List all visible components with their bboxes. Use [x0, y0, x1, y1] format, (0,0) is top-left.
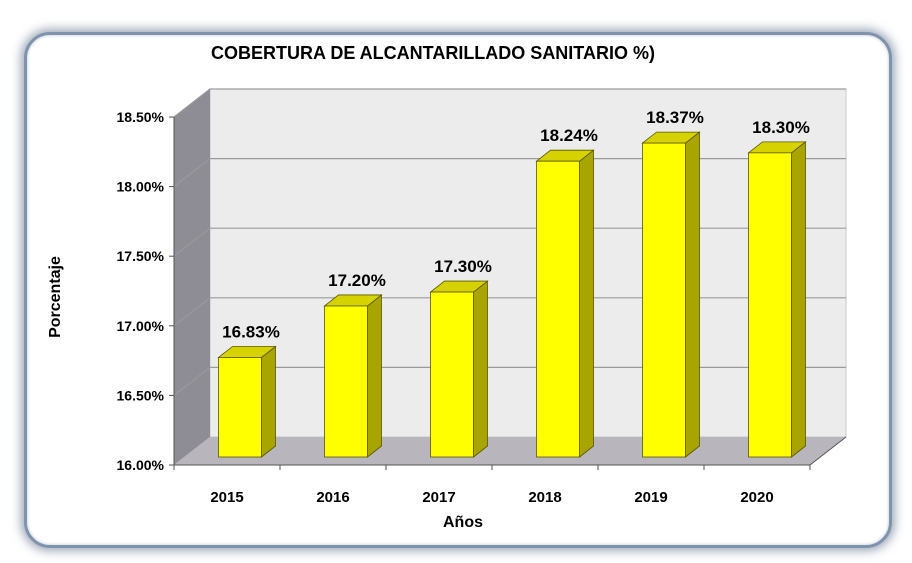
- x-tick-label: 2015: [210, 489, 243, 506]
- x-tick-label: 2016: [316, 489, 349, 506]
- bar: [642, 142, 686, 458]
- data-label: 17.20%: [328, 271, 386, 290]
- gridline: [173, 227, 846, 257]
- x-tick-label: 2020: [740, 489, 773, 506]
- bar-2019: 18.37%: [641, 108, 704, 458]
- gridline: [173, 297, 846, 327]
- data-label: 18.37%: [646, 108, 704, 127]
- x-axis: 2015 2016 2017 2018 2019 2020: [173, 436, 847, 506]
- bar: [218, 357, 262, 458]
- chart-title: COBERTURA DE ALCANTARILLADO SANITARIO %): [211, 43, 655, 63]
- y-tick-label: 16.50%: [117, 387, 165, 403]
- gridline: [173, 366, 846, 396]
- y-axis: 16.00% 16.50% 17.00% 17.50% 18.00% 18.50%: [117, 109, 175, 473]
- data-label: 17.30%: [434, 257, 492, 276]
- y-tick-label: 18.50%: [117, 109, 165, 125]
- x-tick-label: 2019: [634, 489, 667, 506]
- y-axis-label: Porcentaje: [47, 256, 64, 338]
- gridlines: [173, 88, 846, 396]
- bar: [430, 291, 474, 458]
- bar: [324, 305, 368, 458]
- y-tick-label: 16.00%: [117, 457, 165, 473]
- x-axis-label: Años: [443, 514, 483, 531]
- bar-side: [367, 294, 382, 458]
- bar: [536, 160, 580, 458]
- data-label: 18.30%: [752, 118, 810, 137]
- data-label: 18.24%: [540, 126, 598, 145]
- y-tick-label: 17.50%: [117, 248, 165, 264]
- x-tick-label: 2017: [422, 489, 455, 506]
- bar-2016: 17.20%: [323, 271, 386, 458]
- bar-2017: 17.30%: [429, 257, 492, 458]
- bar-side: [473, 280, 488, 458]
- bar-2020: 18.30%: [747, 118, 810, 458]
- bar-side: [579, 149, 594, 458]
- side-wall: [174, 89, 210, 465]
- gridline: [173, 88, 846, 118]
- bar-side: [261, 345, 276, 458]
- bars: 16.83% 17.20% 17.30% 18.24% 18.37% 18.30%: [217, 108, 810, 458]
- y-tick-label: 17.00%: [117, 318, 165, 334]
- bar-side: [685, 131, 700, 458]
- y-tick-label: 18.00%: [117, 179, 165, 195]
- bar-2018: 18.24%: [535, 126, 598, 458]
- bar-side: [791, 141, 806, 458]
- x-tick-label: 2018: [528, 489, 561, 506]
- bar: [748, 152, 792, 458]
- gridline: [173, 158, 846, 188]
- data-label: 16.83%: [222, 322, 280, 341]
- bar-2015: 16.83%: [217, 322, 280, 458]
